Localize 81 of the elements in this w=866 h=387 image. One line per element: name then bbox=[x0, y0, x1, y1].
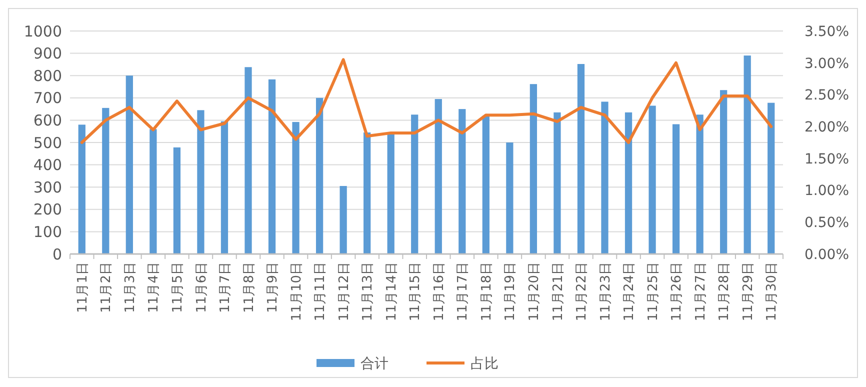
y-tick-label: 900 bbox=[33, 44, 62, 63]
bar bbox=[696, 114, 704, 254]
y2-tick-label: 2.50% bbox=[804, 88, 849, 104]
y-tick-label: 0 bbox=[52, 245, 62, 264]
x-tick-label: 11月8日 bbox=[242, 262, 257, 313]
x-tick-label: 11月29日 bbox=[740, 262, 756, 322]
x-tick-label: 11月30日 bbox=[764, 262, 780, 322]
x-tick-label: 11月16日 bbox=[432, 262, 447, 322]
x-tick-label: 11月13日 bbox=[360, 262, 376, 322]
bar bbox=[292, 122, 300, 254]
y-tick-label: 200 bbox=[33, 200, 62, 219]
y-tick-label: 1000 bbox=[24, 22, 62, 40]
x-tick-label: 11月20日 bbox=[527, 262, 542, 322]
bar bbox=[78, 124, 86, 254]
y2-tick-label: 1.00% bbox=[804, 183, 849, 200]
bar bbox=[482, 116, 490, 254]
bar bbox=[364, 132, 371, 254]
y2-tick-label: 1.50% bbox=[804, 151, 849, 168]
bar bbox=[744, 56, 751, 254]
x-tick-label: 11月6日 bbox=[194, 262, 210, 313]
bar bbox=[434, 99, 442, 254]
x-tick-label: 11月14日 bbox=[384, 262, 400, 322]
bar bbox=[601, 102, 608, 254]
bar bbox=[506, 142, 514, 254]
x-tick-label: 11月21日 bbox=[550, 262, 566, 322]
y2-tick-label: 3.00% bbox=[804, 56, 849, 72]
x-tick-label: 11月9日 bbox=[266, 262, 281, 313]
bar bbox=[411, 114, 418, 254]
x-tick-label: 11月18日 bbox=[479, 262, 494, 322]
x-tick-label: 11月22日 bbox=[574, 262, 590, 322]
legend-label: 合计 bbox=[360, 356, 388, 372]
y-tick-label: 700 bbox=[33, 89, 62, 108]
x-tick-label: 11月1日 bbox=[75, 262, 90, 313]
x-tick-label: 11月3日 bbox=[122, 262, 138, 313]
x-tick-label: 11月19日 bbox=[503, 262, 518, 322]
x-tick-label: 11月28日 bbox=[717, 262, 732, 322]
y2-tick-label: 2.00% bbox=[804, 119, 849, 136]
y-tick-label: 400 bbox=[33, 156, 62, 174]
bar bbox=[672, 124, 680, 254]
x-tick-label: 11月15日 bbox=[408, 262, 424, 322]
bar bbox=[554, 112, 561, 254]
bar bbox=[268, 79, 276, 254]
x-tick-label: 11月26日 bbox=[670, 262, 685, 322]
bar bbox=[340, 186, 347, 254]
bar bbox=[126, 76, 133, 254]
x-tick-label: 11月5日 bbox=[170, 262, 186, 313]
bar bbox=[648, 106, 656, 254]
line-series bbox=[80, 58, 773, 144]
x-tick-label: 11月12日 bbox=[336, 262, 352, 322]
y2-tick-label: 3.50% bbox=[804, 24, 849, 40]
bar bbox=[197, 110, 204, 254]
bar bbox=[624, 112, 632, 254]
y2-tick-label: 0.50% bbox=[804, 215, 849, 232]
x-tick-label: 11月23日 bbox=[598, 262, 614, 322]
x-tick-label: 11月7日 bbox=[218, 262, 234, 313]
bar bbox=[150, 129, 157, 254]
x-tick-label: 11月17日 bbox=[456, 262, 471, 322]
bar bbox=[720, 90, 728, 254]
y-tick-label: 500 bbox=[33, 134, 62, 152]
y-tick-label: 100 bbox=[33, 222, 62, 241]
x-tick-label: 11月10日 bbox=[289, 262, 304, 322]
x-tick-label: 11月11日 bbox=[313, 262, 328, 322]
y-tick-label: 600 bbox=[33, 111, 62, 130]
y2-tick-label: 0.00% bbox=[804, 246, 849, 263]
bar bbox=[316, 98, 324, 254]
legend-label: 占比 bbox=[470, 356, 498, 372]
bar bbox=[530, 84, 538, 254]
bar bbox=[173, 147, 181, 254]
bar bbox=[102, 108, 110, 254]
x-tick-label: 11月24日 bbox=[622, 262, 638, 322]
y-tick-label: 300 bbox=[33, 178, 62, 196]
bar bbox=[768, 102, 775, 254]
bar bbox=[458, 109, 466, 254]
x-tick-label: 11月4日 bbox=[146, 262, 162, 313]
bar bbox=[220, 121, 228, 254]
x-tick-label: 11月27日 bbox=[693, 262, 708, 322]
x-tick-label: 11月25日 bbox=[646, 262, 661, 322]
x-tick-label: 11月2日 bbox=[99, 262, 114, 313]
bar bbox=[244, 67, 252, 254]
bar bbox=[577, 64, 585, 254]
y-tick-label: 800 bbox=[33, 66, 62, 85]
